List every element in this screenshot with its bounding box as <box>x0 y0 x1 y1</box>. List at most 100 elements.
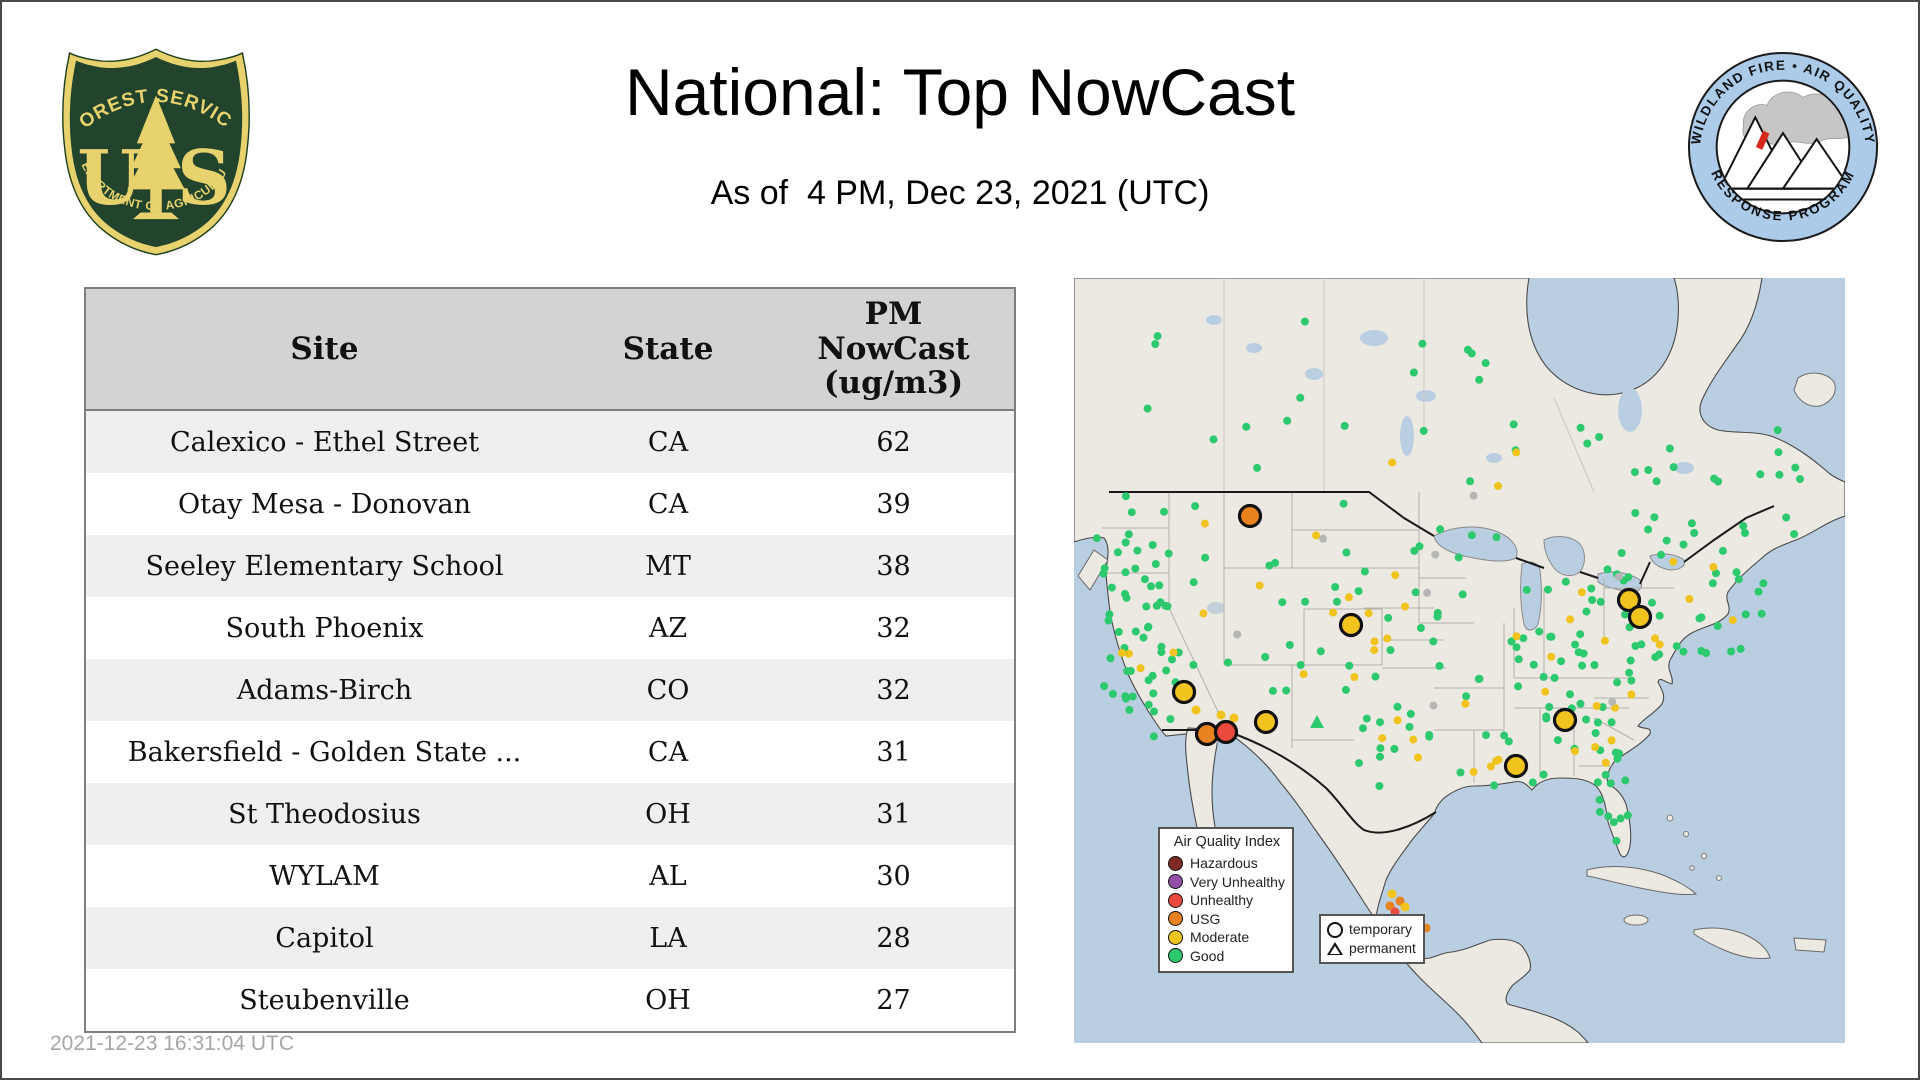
table-cell: MT <box>563 535 773 597</box>
wfaqrp-logo: WILDLAND FIRE • AIR QUALITY RESPONSE PRO… <box>1687 51 1879 243</box>
station-dot <box>1609 818 1618 827</box>
station-dot <box>1504 737 1513 746</box>
station-dot <box>1679 540 1688 549</box>
aqi-legend-label: Unhealthy <box>1190 892 1254 908</box>
station-dot <box>1127 508 1136 517</box>
station-dot <box>1160 507 1168 516</box>
station-dot <box>1514 682 1523 691</box>
station-dot <box>1150 707 1158 716</box>
table-cell: Adams-Birch <box>85 659 563 721</box>
station-dot <box>1547 632 1556 641</box>
aqi-legend-label: Moderate <box>1190 929 1250 945</box>
table-cell: 27 <box>876 984 911 1016</box>
table-cell: CA <box>563 410 773 473</box>
station-dot <box>1713 621 1722 630</box>
station-dot <box>1456 768 1465 777</box>
aqi-legend-title: Air Quality Index <box>1173 834 1281 850</box>
station-dot <box>1339 499 1348 508</box>
map-cuba <box>1586 866 1698 895</box>
permanent-label: permanent <box>1349 940 1416 956</box>
station-dot <box>1393 716 1402 725</box>
station-dot <box>1486 762 1495 771</box>
station-dot <box>1168 655 1176 664</box>
station-dot <box>1648 598 1656 607</box>
station-dot <box>1341 685 1350 694</box>
station-dot <box>1624 573 1633 582</box>
table-cell: OH <box>645 984 691 1016</box>
station-dot <box>1416 624 1425 632</box>
station-dot <box>1613 754 1622 763</box>
column-header: PM NowCast (ug/m3) <box>773 288 1015 411</box>
station-dot <box>1591 729 1600 738</box>
station-dot <box>1147 582 1155 591</box>
station-dot <box>1550 673 1559 682</box>
station-dot <box>1796 475 1804 484</box>
table-cell: 39 <box>876 488 911 520</box>
station-dot <box>1200 519 1209 528</box>
station-dot <box>1542 712 1551 721</box>
station-dot <box>1121 568 1130 577</box>
hazardous-dot-icon <box>1168 855 1183 871</box>
table-row: Bakersfield - Golden State ... CA 31 <box>85 721 1015 783</box>
station-dot <box>1386 646 1395 655</box>
station-dot <box>1385 901 1395 911</box>
station-dot <box>1547 652 1556 661</box>
station-dot <box>1164 549 1173 558</box>
table-row: Otay Mesa - Donovan CA 39 <box>85 473 1015 535</box>
temporary-circle-icon <box>1327 921 1343 938</box>
station-dot <box>1191 502 1200 511</box>
station-dot <box>1300 317 1309 326</box>
station-dot <box>1651 634 1659 643</box>
station-dot <box>1144 700 1153 709</box>
map-hispaniola <box>1693 927 1771 959</box>
station-dot <box>1148 541 1157 549</box>
station-dot <box>1727 647 1736 656</box>
station-dot <box>1359 724 1367 733</box>
table-cell: Calexico - Ethel Street <box>85 410 563 473</box>
station-dot <box>1662 536 1671 545</box>
station-dot <box>1429 637 1438 646</box>
station-dot <box>1623 811 1632 820</box>
station-dot <box>1593 718 1602 727</box>
station-dot <box>1467 531 1476 540</box>
station-dot <box>1557 657 1566 666</box>
station-dot <box>1370 637 1379 646</box>
station-dot <box>1528 778 1537 787</box>
station-dot <box>1113 548 1122 557</box>
station-dot <box>1255 581 1264 590</box>
station-dot <box>1617 549 1626 557</box>
station-dot <box>1376 744 1385 753</box>
table-cell: AL <box>649 860 687 892</box>
station-dot <box>1131 564 1140 573</box>
station-dot <box>1364 609 1373 618</box>
station-dot <box>1329 608 1338 617</box>
station-dot <box>1242 422 1251 431</box>
table-cell: 38 <box>773 535 1015 597</box>
station-dot <box>1481 359 1490 368</box>
station-dot <box>1739 522 1748 530</box>
station-dot <box>1708 579 1717 588</box>
station-dot <box>1423 588 1432 597</box>
top-site-marker <box>1552 707 1578 733</box>
station-dot <box>1529 660 1538 669</box>
station-dot <box>1774 448 1783 457</box>
station-dot <box>1467 349 1476 358</box>
station-dot <box>1224 658 1232 667</box>
station-dot <box>1544 585 1552 594</box>
map-continent <box>1074 278 1845 1043</box>
station-dot <box>1162 666 1171 675</box>
station-dot <box>1388 458 1397 467</box>
station-dot <box>1409 368 1418 377</box>
station-dot <box>1393 702 1402 711</box>
station-dot <box>1621 610 1630 619</box>
station-dot <box>1233 630 1242 639</box>
station-dot <box>1621 776 1630 785</box>
station-dot <box>1342 548 1351 557</box>
station-dot <box>1114 627 1123 636</box>
station-dot <box>1603 565 1612 574</box>
station-dot <box>1576 699 1585 708</box>
aqi-legend: Air Quality Index Hazardous Very Unhealth… <box>1158 827 1294 973</box>
marker-legend-temporary: temporary <box>1327 920 1417 939</box>
map-puerto-rico <box>1793 937 1827 953</box>
station-dot <box>1492 533 1501 542</box>
